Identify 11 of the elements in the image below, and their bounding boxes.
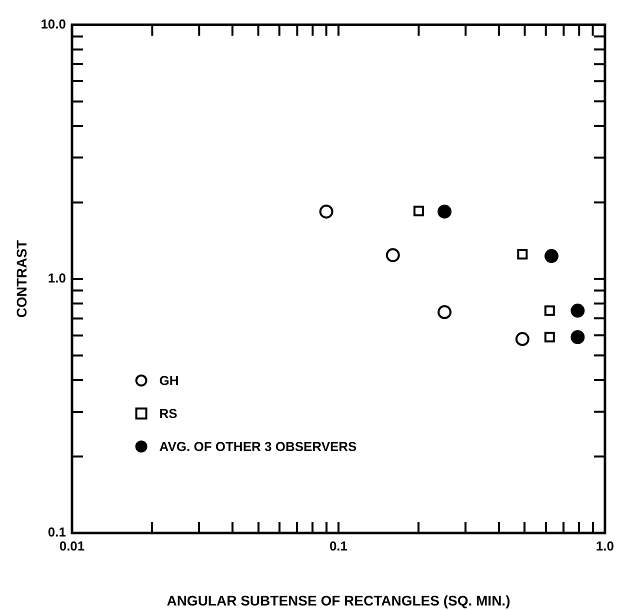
y-axis-title: CONTRAST: [13, 240, 30, 318]
legend-label: RS: [159, 406, 178, 422]
y-tick-label: 10.0: [40, 16, 66, 32]
y-tick-label: 1.0: [48, 270, 66, 286]
x-tick-label: 1.0: [596, 538, 614, 554]
legend-label: AVG. OF OTHER 3 OBSERVERS: [159, 439, 358, 454]
x-tick-label: 0.01: [59, 538, 85, 554]
y-tick-label: 0.1: [48, 524, 66, 540]
legend-label: GH: [159, 373, 179, 388]
x-tick-label: 0.1: [329, 538, 348, 554]
x-axis-title: ANGULAR SUBTENSE OF RECTANGLES (SQ. MIN.): [166, 592, 510, 608]
